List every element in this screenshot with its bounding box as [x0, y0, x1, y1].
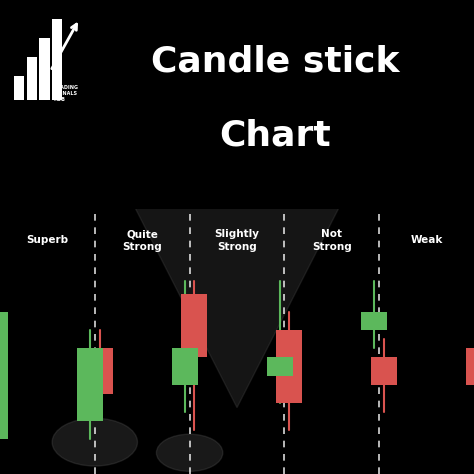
Bar	[52, 19, 63, 100]
Text: Candle stick: Candle stick	[151, 44, 399, 78]
Bar	[276, 330, 302, 403]
Bar	[77, 348, 103, 421]
Text: Slightly
Strong: Slightly Strong	[215, 229, 259, 252]
Polygon shape	[133, 203, 341, 408]
Bar	[0, 312, 9, 439]
Text: Quite
Strong: Quite Strong	[122, 229, 162, 252]
Bar	[39, 38, 50, 100]
Text: Weak: Weak	[410, 236, 443, 246]
Bar	[27, 57, 37, 100]
Circle shape	[156, 434, 223, 471]
Bar	[86, 348, 113, 393]
Text: TRADING
SIGNALS
HUB: TRADING SIGNALS HUB	[54, 85, 79, 102]
Bar	[172, 348, 198, 384]
Bar	[14, 76, 24, 100]
Bar	[267, 357, 293, 375]
Bar	[361, 312, 387, 330]
Bar	[371, 357, 397, 384]
Bar	[181, 294, 207, 357]
Text: Not
Strong: Not Strong	[312, 229, 352, 252]
Bar	[465, 348, 474, 384]
Text: Superb: Superb	[27, 236, 68, 246]
Text: Chart: Chart	[219, 118, 331, 152]
Circle shape	[52, 418, 137, 466]
